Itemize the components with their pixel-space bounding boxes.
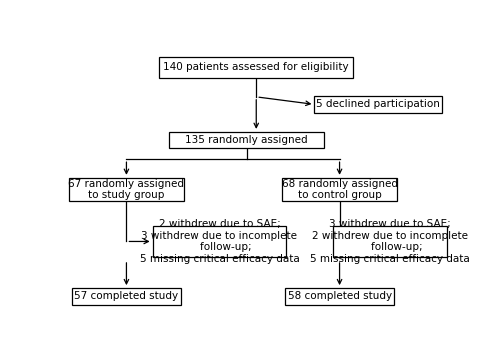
Text: 58 completed study: 58 completed study [288, 291, 392, 301]
FancyBboxPatch shape [314, 96, 442, 112]
FancyBboxPatch shape [70, 178, 184, 201]
Text: 57 completed study: 57 completed study [74, 291, 178, 301]
FancyBboxPatch shape [286, 288, 394, 304]
Text: 67 randomly assigned
to study group: 67 randomly assigned to study group [68, 179, 184, 200]
Text: 3 withdrew due to SAE;
2 withdrew due to incomplete
    follow-up;
5 missing cri: 3 withdrew due to SAE; 2 withdrew due to… [310, 219, 470, 264]
Text: 135 randomly assigned: 135 randomly assigned [185, 135, 308, 145]
FancyBboxPatch shape [282, 178, 397, 201]
FancyBboxPatch shape [160, 57, 353, 78]
Text: 68 randomly assigned
to control group: 68 randomly assigned to control group [282, 179, 398, 200]
FancyBboxPatch shape [169, 132, 324, 148]
FancyBboxPatch shape [152, 226, 286, 257]
FancyBboxPatch shape [72, 288, 180, 304]
Text: 5 declined participation: 5 declined participation [316, 99, 440, 109]
Text: 140 patients assessed for eligibility: 140 patients assessed for eligibility [164, 62, 349, 72]
FancyBboxPatch shape [333, 226, 447, 257]
Text: 2 withdrew due to SAE;
3 withdrew due to incomplete
    follow-up;
5 missing cri: 2 withdrew due to SAE; 3 withdrew due to… [140, 219, 300, 264]
